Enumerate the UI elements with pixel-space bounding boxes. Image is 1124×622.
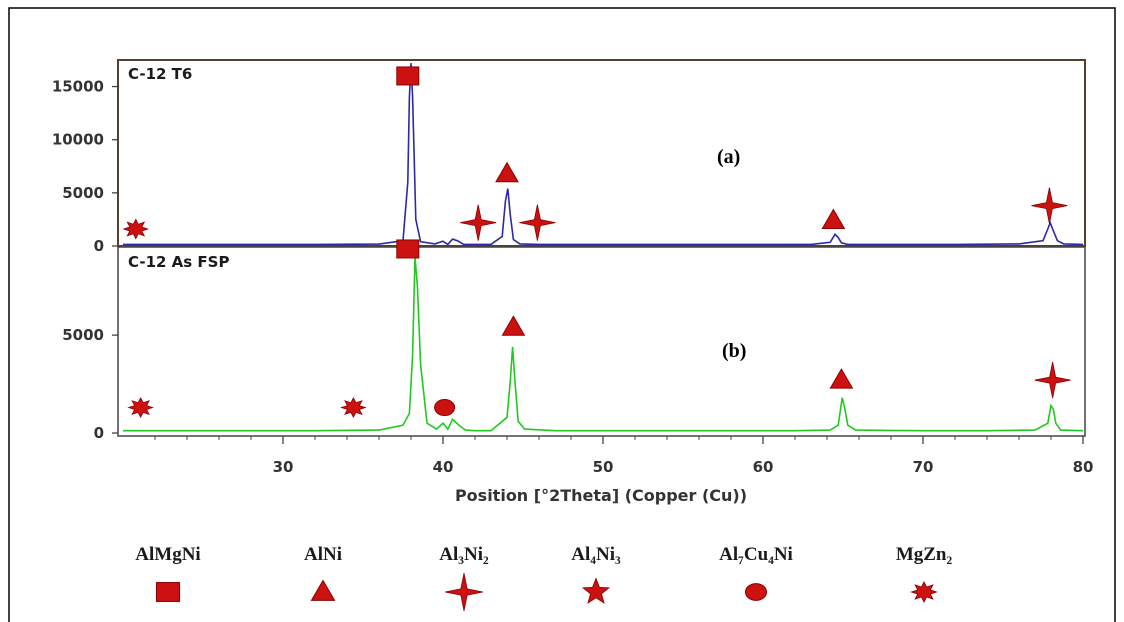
marker-al3ni2 <box>519 204 556 241</box>
panel-b-pattern-line <box>123 256 1084 432</box>
panel-a-frame <box>117 59 1086 247</box>
x-tick-label: 30 <box>273 458 294 476</box>
marker-almgni <box>396 66 420 86</box>
x-axis: 30 40 50 60 70 80 <box>154 436 1094 476</box>
marker-alni <box>501 315 526 336</box>
legend-label: Al₄Ni₃ <box>571 544 621 565</box>
y-tick-label: 5000 <box>62 326 104 344</box>
legend-icon-al7cu4ni <box>745 583 767 601</box>
panel-a-y-axis: 0 5000 10000 15000 <box>52 78 118 255</box>
marker-mgzn2 <box>127 397 154 418</box>
marker-mgzn2 <box>122 218 150 240</box>
legend-label: Al₇Cu₄Ni <box>719 544 793 565</box>
figure-border <box>8 7 1116 622</box>
panel-b-frame <box>117 246 1086 437</box>
marker-al7cu4ni <box>434 399 456 417</box>
y-tick-label: 15000 <box>52 78 104 96</box>
panel-a-title: C-12 T6 <box>128 65 192 83</box>
x-axis-title: Position [°2Theta] (Copper (Cu)) <box>455 486 747 505</box>
y-tick-label: 0 <box>94 237 104 255</box>
y-tick-label: 5000 <box>62 184 104 202</box>
marker-al3ni2 <box>1031 187 1068 224</box>
marker-almgni <box>396 239 420 259</box>
phase-legend: AlMgNi AlNi Al₃Ni₂ Al₄Ni₃ Al₇Cu₄Ni MgZn₂ <box>135 544 952 611</box>
panel-a-phase-markers <box>122 66 1068 241</box>
panel-b: C-12 As FSP (b) 0 5000 <box>62 239 1086 442</box>
marker-al3ni2 <box>460 204 497 241</box>
legend-icon-almgni <box>155 582 181 602</box>
panel-b-title: C-12 As FSP <box>128 253 229 271</box>
panel-a-tag: (a) <box>717 146 740 168</box>
marker-mgzn2 <box>340 397 367 418</box>
legend-label: Al₃Ni₂ <box>439 544 489 565</box>
x-tick-label: 60 <box>753 458 774 476</box>
panel-b-y-axis: 0 5000 <box>62 326 118 442</box>
x-tick-label: 70 <box>913 458 934 476</box>
x-tick-label: 80 <box>1073 458 1094 476</box>
panel-b-phase-markers <box>127 239 1071 418</box>
legend-icon-al3ni2 <box>445 573 483 611</box>
legend-icon-mgzn2 <box>910 581 938 603</box>
marker-al3ni2 <box>1034 362 1071 399</box>
legend-label: AlNi <box>304 544 342 565</box>
legend-label: AlMgNi <box>135 544 200 565</box>
legend-label: MgZn₂ <box>896 544 953 565</box>
legend-icon-al4ni3 <box>581 577 611 604</box>
x-tick-label: 40 <box>433 458 454 476</box>
y-tick-label: 0 <box>94 424 104 442</box>
panel-a: C-12 T6 (a) 0 5000 10000 15000 <box>52 59 1086 255</box>
y-tick-label: 10000 <box>52 131 104 149</box>
marker-alni <box>821 208 846 229</box>
marker-alni <box>495 161 519 183</box>
panel-b-tag: (b) <box>722 340 746 362</box>
x-tick-label: 50 <box>593 458 614 476</box>
marker-alni <box>829 368 854 389</box>
legend-icon-alni <box>310 579 336 601</box>
